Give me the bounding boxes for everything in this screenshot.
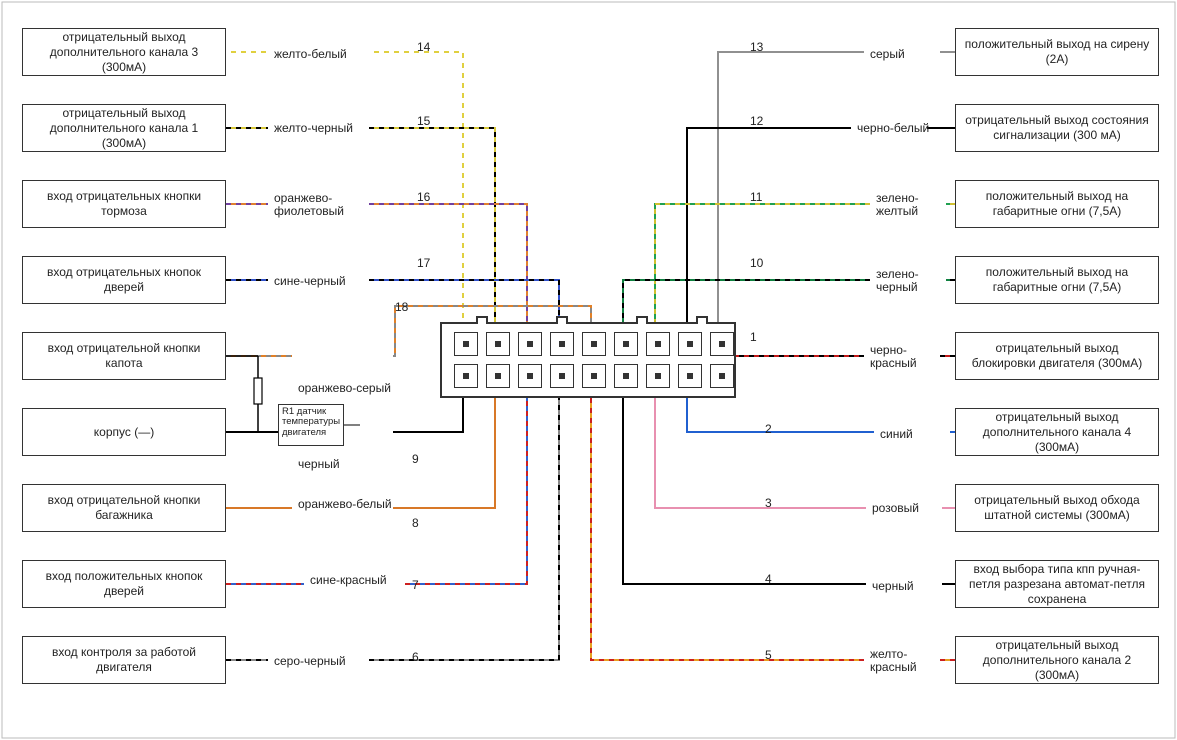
pin-num-8: 8 [412,516,419,530]
right-color-3: розовый [872,502,919,515]
left-color-9: черный [298,458,340,471]
left-desc-17: вход отрицательных кнопок дверей [22,256,226,304]
pin-num-14: 14 [417,40,430,54]
pin-num-16: 16 [417,190,430,204]
right-desc-4: вход выбора типа кпп ручная-петля разрез… [955,560,1159,608]
pin-num-5: 5 [765,648,772,662]
left-desc-6: вход контроля за работой двигателя [22,636,226,684]
right-desc-13: положительный выход на сирену (2А) [955,28,1159,76]
pin-num-12: 12 [750,114,763,128]
pin-num-3: 3 [765,496,772,510]
left-color-17: сине-черный [274,275,346,288]
left-color-18: оранжево-серый [298,382,391,395]
left-desc-18: вход отрицательной кнопки капота [22,332,226,380]
right-color-5: желто-красный [870,648,950,674]
pin-num-6: 6 [412,650,419,664]
left-color-14: желто-белый [274,48,347,61]
left-color-6: серо-черный [274,655,346,668]
pin-num-18: 18 [395,300,408,314]
pin-num-1: 1 [750,330,757,344]
pin-num-2: 2 [765,422,772,436]
pin-num-15: 15 [417,114,430,128]
connector-body [440,322,736,398]
left-desc-8: вход отрицательной кнопки багажника [22,484,226,532]
left-desc-16: вход отрицательных кнопки тормоза [22,180,226,228]
right-color-12: черно-белый [857,122,929,135]
left-desc-15: отрицательный выход дополнительного кана… [22,104,226,152]
pin-num-17: 17 [417,256,430,270]
left-color-8: оранжево-белый [298,498,392,511]
pin-num-7: 7 [412,578,419,592]
right-desc-2: отрицательный выход дополнительного кана… [955,408,1159,456]
pin-num-4: 4 [765,572,772,586]
right-desc-5: отрицательный выход дополнительного кана… [955,636,1159,684]
right-color-1: черно-красный [870,344,950,370]
right-color-2: синий [880,428,913,441]
pin-num-9: 9 [412,452,419,466]
right-color-11: зелено-желтый [876,192,956,218]
left-color-7: сине-красный [310,574,387,587]
right-color-10: зелено-черный [876,268,956,294]
pin-num-11: 11 [750,190,762,204]
left-color-16: оранжево-фиолетовый [274,192,374,218]
left-desc-9: корпус (—) [22,408,226,456]
right-desc-10: положительный выход на габаритные огни (… [955,256,1159,304]
right-desc-11: положительный выход на габаритные огни (… [955,180,1159,228]
right-desc-12: отрицательный выход состояния сигнализац… [955,104,1159,152]
right-color-4: черный [872,580,914,593]
left-desc-7: вход положительных кнопок дверей [22,560,226,608]
pin-num-13: 13 [750,40,763,54]
pin-num-10: 10 [750,256,763,270]
right-desc-1: отрицательный выход блокировки двигателя… [955,332,1159,380]
left-desc-14: отрицательный выход дополнительного кана… [22,28,226,76]
sensor-box: R1 датчик температуры двигателя [278,404,344,446]
right-color-13: серый [870,48,905,61]
left-color-15: желто-черный [274,122,353,135]
right-desc-3: отрицательный выход обхода штатной систе… [955,484,1159,532]
